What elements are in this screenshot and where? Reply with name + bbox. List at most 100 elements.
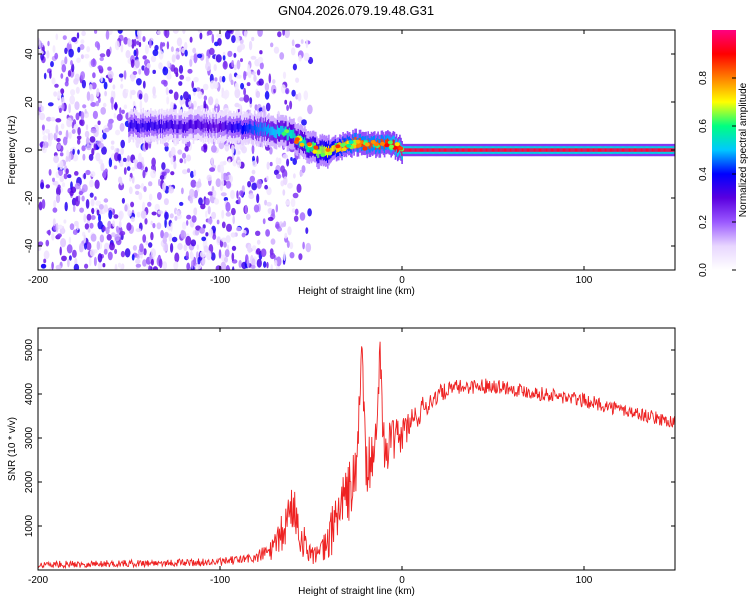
noise-speck bbox=[126, 222, 132, 231]
ridge-cell bbox=[489, 148, 492, 152]
ridge-cell bbox=[190, 119, 193, 129]
noise-speck bbox=[102, 132, 107, 140]
ridge-cell bbox=[588, 148, 590, 152]
ridge-cell bbox=[439, 148, 442, 152]
snr-frame bbox=[37, 327, 676, 571]
noise-speck bbox=[47, 132, 51, 141]
spectrogram-y-label: Frequency (Hz) bbox=[7, 116, 18, 185]
ridge-cell bbox=[663, 148, 665, 152]
ridge-cell bbox=[311, 141, 314, 151]
noise-speck bbox=[102, 263, 106, 268]
noise-speck bbox=[64, 81, 69, 87]
ridge-cell bbox=[163, 120, 165, 130]
noise-speck bbox=[108, 30, 113, 35]
noise-speck bbox=[150, 231, 154, 241]
noise-speck bbox=[120, 139, 125, 149]
ridge-cell bbox=[499, 148, 502, 152]
noise-speck bbox=[156, 222, 162, 230]
ridge-cell bbox=[507, 148, 509, 152]
noise-speck bbox=[292, 192, 299, 199]
noise-speck bbox=[47, 102, 54, 107]
ridge-cell bbox=[484, 148, 486, 152]
noise-speck bbox=[196, 53, 203, 59]
ridge-cell bbox=[481, 148, 483, 152]
noise-speck bbox=[64, 201, 68, 212]
ridge-cell bbox=[452, 148, 455, 152]
noise-speck bbox=[68, 255, 72, 261]
ridge-cell bbox=[538, 148, 541, 152]
ridge-cell bbox=[142, 118, 145, 128]
ridge-cell bbox=[497, 148, 499, 152]
noise-speck bbox=[184, 41, 188, 51]
noise-speck bbox=[90, 171, 96, 178]
ridge-cell bbox=[535, 148, 538, 152]
ridge-blob bbox=[327, 151, 333, 156]
noise-speck bbox=[54, 83, 59, 88]
ridge-cell bbox=[263, 126, 266, 136]
ridge-cell bbox=[150, 119, 152, 128]
noise-speck bbox=[184, 146, 189, 152]
y-tick-label: 3000 bbox=[24, 426, 35, 449]
noise-speck bbox=[67, 174, 72, 179]
noise-speck bbox=[110, 140, 115, 145]
ridge-cell bbox=[276, 125, 279, 134]
noise-speck bbox=[262, 218, 266, 225]
ridge-cell bbox=[156, 124, 159, 134]
ridge-blob bbox=[370, 140, 376, 144]
noise-speck bbox=[248, 193, 255, 200]
noise-speck bbox=[236, 159, 242, 169]
noise-speck bbox=[107, 70, 114, 79]
ridge-cell bbox=[165, 120, 167, 130]
ridge-cell bbox=[617, 148, 620, 152]
ridge-cell bbox=[277, 127, 280, 137]
ridge-cell bbox=[474, 148, 477, 152]
noise-speck bbox=[52, 207, 58, 213]
ridge-cell bbox=[324, 147, 327, 156]
noise-speck bbox=[41, 124, 45, 131]
noise-speck bbox=[119, 107, 122, 115]
ridge-cell bbox=[298, 139, 301, 148]
noise-speck bbox=[196, 244, 199, 250]
noise-speck bbox=[75, 86, 80, 94]
noise-speck bbox=[234, 82, 239, 91]
noise-speck bbox=[84, 223, 90, 230]
noise-speck bbox=[90, 233, 97, 242]
noise-speck bbox=[65, 129, 69, 140]
noise-speck bbox=[170, 146, 176, 157]
noise-speck bbox=[201, 257, 206, 265]
noise-speck bbox=[79, 119, 83, 126]
ridge-cell bbox=[595, 148, 598, 152]
noise-speck bbox=[168, 89, 173, 94]
noise-speck bbox=[131, 175, 135, 184]
noise-speck bbox=[253, 204, 260, 213]
noise-speck bbox=[234, 35, 240, 43]
snr-plot-area bbox=[38, 328, 675, 570]
ridge-cell bbox=[240, 124, 243, 134]
noise-speck bbox=[170, 155, 174, 165]
noise-speck bbox=[197, 30, 203, 33]
ridge-cell bbox=[660, 148, 662, 152]
noise-speck bbox=[187, 68, 193, 74]
ridge-cell bbox=[465, 148, 468, 152]
ridge-cell bbox=[441, 148, 444, 152]
ridge-cell bbox=[532, 148, 534, 152]
noise-speck bbox=[136, 40, 140, 46]
noise-speck bbox=[67, 258, 70, 268]
noise-speck bbox=[173, 161, 177, 170]
noise-speck bbox=[133, 38, 137, 47]
noise-speck bbox=[84, 130, 90, 138]
noise-speck bbox=[68, 40, 72, 45]
noise-speck bbox=[107, 251, 113, 261]
noise-speck bbox=[100, 107, 106, 115]
noise-speck bbox=[117, 262, 122, 268]
noise-speck bbox=[123, 104, 128, 110]
ridge-cell bbox=[454, 148, 457, 152]
ridge-cell bbox=[223, 122, 225, 131]
ridge-cell bbox=[510, 148, 513, 152]
noise-speck bbox=[240, 82, 245, 90]
noise-speck bbox=[150, 248, 156, 258]
ridge-cell bbox=[211, 124, 213, 133]
noise-speck bbox=[269, 252, 276, 260]
ridge-cell bbox=[536, 148, 539, 152]
noise-speck bbox=[130, 201, 135, 208]
